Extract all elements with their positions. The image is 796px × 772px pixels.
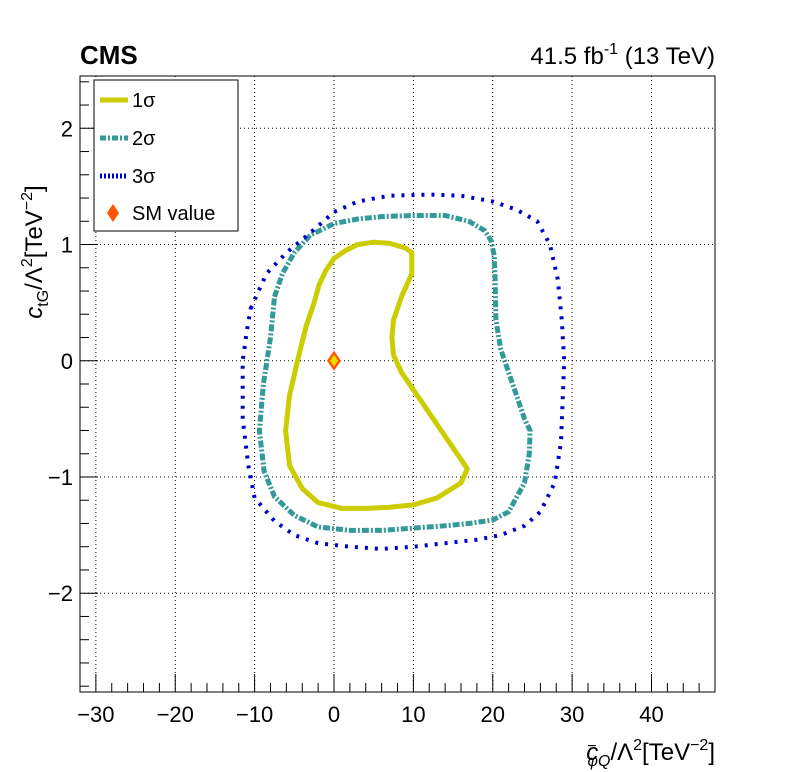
y-axis-title: ctG/Λ2[TeV−2] — [19, 185, 52, 318]
legend-swatch-sm-value — [107, 204, 119, 222]
sm-marker-layer — [327, 350, 341, 371]
x-tick-label: 30 — [560, 702, 584, 727]
y-tick-labels: −2 −1 0 1 2 — [48, 116, 73, 606]
experiment-label: CMS — [80, 40, 138, 70]
luminosity-label: 41.5 fb-1 (13 TeV) — [530, 41, 715, 70]
sm-value-marker-core — [330, 354, 338, 367]
grid — [80, 76, 715, 692]
x-tick-label: −10 — [236, 702, 273, 727]
y-tick-label: 0 — [61, 349, 73, 374]
legend-box — [93, 79, 239, 232]
legend-label-3sigma: 3σ — [132, 166, 156, 188]
x-tick-label: −20 — [157, 702, 194, 727]
x-tick-label: −30 — [77, 702, 114, 727]
y-tick-label: 2 — [61, 116, 73, 141]
x-axis-title: c− φQ/Λ2[TeV−2] — [586, 737, 715, 770]
x-tick-label: 0 — [328, 702, 340, 727]
y-tick-label: −1 — [48, 465, 73, 490]
contour-1sigma — [283, 239, 470, 511]
x-tick-label: 40 — [639, 702, 663, 727]
contour-2sigma — [256, 213, 533, 533]
legend-label-1sigma: 1σ — [132, 90, 156, 112]
legend: 1σ 2σ 3σ SM value — [93, 79, 239, 232]
y-tick-label: 1 — [61, 233, 73, 258]
contour-curves — [240, 192, 567, 551]
x-tick-labels: −30 −20 −10 0 10 20 30 40 — [77, 702, 664, 727]
legend-label-2sigma: 2σ — [132, 128, 156, 150]
x-tick-label: 10 — [401, 702, 425, 727]
x-tick-label: 20 — [481, 702, 505, 727]
axis-ticks — [79, 81, 716, 692]
legend-label-sm-value: SM value — [132, 203, 215, 225]
y-tick-label: −2 — [48, 581, 73, 606]
